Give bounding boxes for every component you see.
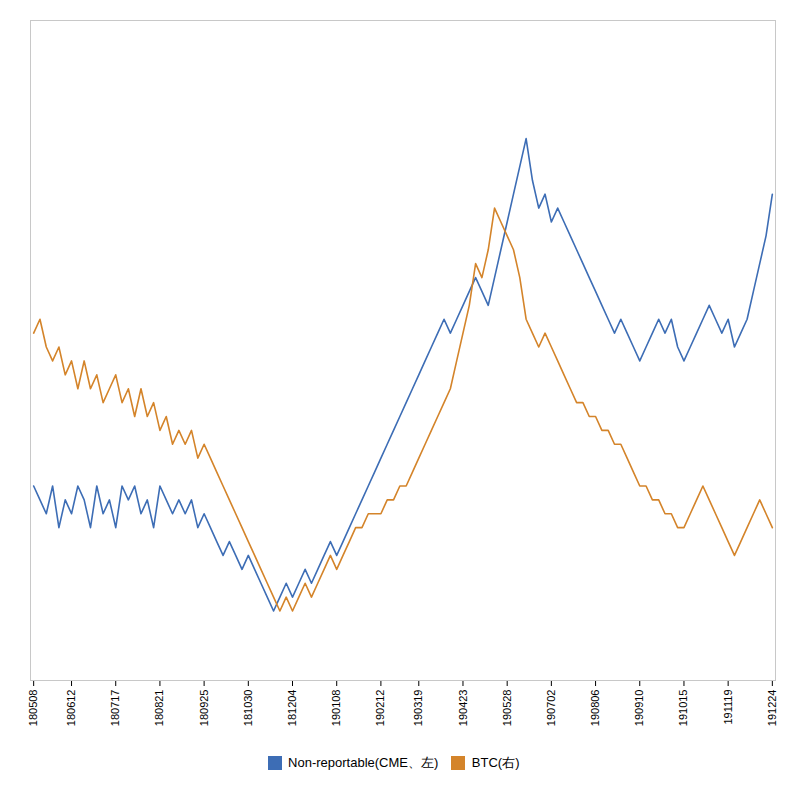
- html-text:BTC(右): BTC(右): [471, 754, 520, 770]
- svg-text:191015: 191015: [677, 690, 689, 727]
- svg-text:190702: 190702: [545, 690, 557, 727]
- svg-text:180821: 180821: [153, 690, 165, 727]
- svg-text:180508: 180508: [27, 690, 39, 727]
- svg-text:191119: 191119: [722, 690, 734, 725]
- svg-text:190423: 190423: [456, 690, 468, 727]
- svg-text:190212: 190212: [374, 690, 386, 727]
- svg-text:190319: 190319: [412, 690, 424, 727]
- svg-text:191224: 191224: [766, 690, 778, 727]
- svg-text:180717: 180717: [109, 690, 121, 727]
- svg-text:180925: 180925: [198, 690, 210, 727]
- svg-text:190528: 190528: [501, 690, 513, 727]
- svg-text:190910: 190910: [633, 690, 645, 727]
- svg-text:180612: 180612: [65, 690, 77, 727]
- svg-text:181204: 181204: [286, 690, 298, 727]
- svg-text:190108: 190108: [330, 690, 342, 727]
- svg-text:181030: 181030: [242, 690, 254, 727]
- svg-text:190806: 190806: [589, 690, 601, 727]
- html-text:Non-reportable(CME、左): Non-reportable(CME、左): [288, 754, 439, 770]
